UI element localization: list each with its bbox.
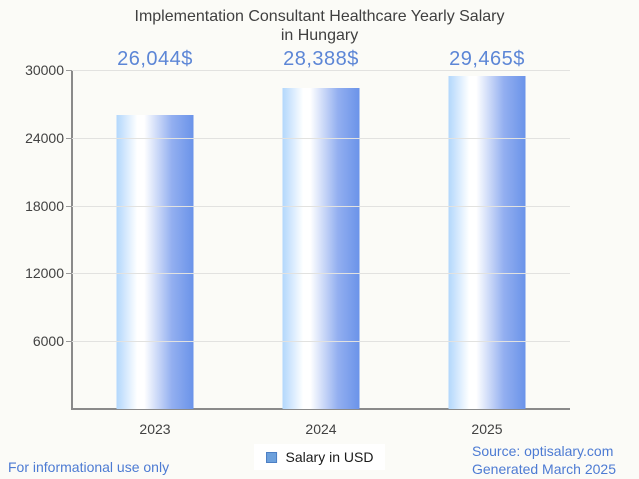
bar-slot: 29,465$ 2025 xyxy=(404,48,570,437)
source-block: Source: optisalary.com Generated March 2… xyxy=(472,442,616,478)
bar-value-label: 29,465$ xyxy=(449,48,525,70)
gridline xyxy=(72,341,570,343)
bar-2024 xyxy=(282,88,360,409)
bar-slot: 26,044$ 2023 xyxy=(72,48,238,437)
x-axis-label: 2023 xyxy=(139,421,171,437)
chart-title: Implementation Consultant Healthcare Yea… xyxy=(134,8,505,44)
y-tick-label: 12000 xyxy=(25,265,64,282)
y-tick-label: 6000 xyxy=(32,333,64,350)
y-tick-label: 24000 xyxy=(25,129,64,146)
legend: Salary in USD xyxy=(253,444,386,470)
x-axis-line xyxy=(71,408,570,410)
bar-2025 xyxy=(448,76,526,409)
gridline xyxy=(72,205,570,207)
generated-text: Generated March 2025 xyxy=(472,461,616,477)
bars-container: 26,044$ 2023 28,388$ 2024 29,465$ 2025 xyxy=(72,48,570,437)
gridline xyxy=(72,137,570,139)
bar-value-label: 28,388$ xyxy=(283,48,359,70)
y-tick-mark xyxy=(66,205,72,207)
y-tick-label: 18000 xyxy=(25,197,64,214)
source-text: Source: optisalary.com xyxy=(472,443,614,459)
gridline xyxy=(72,273,570,275)
x-axis-label: 2025 xyxy=(471,421,503,437)
y-tick-mark xyxy=(66,341,72,343)
bar-2023 xyxy=(116,114,194,409)
plot-area: 26,044$ 2023 28,388$ 2024 29,465$ 2025 xyxy=(66,48,570,437)
x-axis-label: 2024 xyxy=(305,421,337,437)
disclaimer-text: For informational use only xyxy=(8,459,170,475)
y-tick-mark xyxy=(66,70,72,71)
bar-slot: 28,388$ 2024 xyxy=(238,48,404,437)
y-axis-line xyxy=(71,70,73,409)
bar-value-label: 26,044$ xyxy=(117,48,193,70)
y-tick-mark xyxy=(66,273,72,275)
y-tick-label: 30000 xyxy=(25,62,64,78)
gridline xyxy=(72,70,570,71)
y-tick-mark xyxy=(66,137,72,139)
legend-label: Salary in USD xyxy=(285,449,374,465)
legend-marker-icon xyxy=(265,451,277,463)
